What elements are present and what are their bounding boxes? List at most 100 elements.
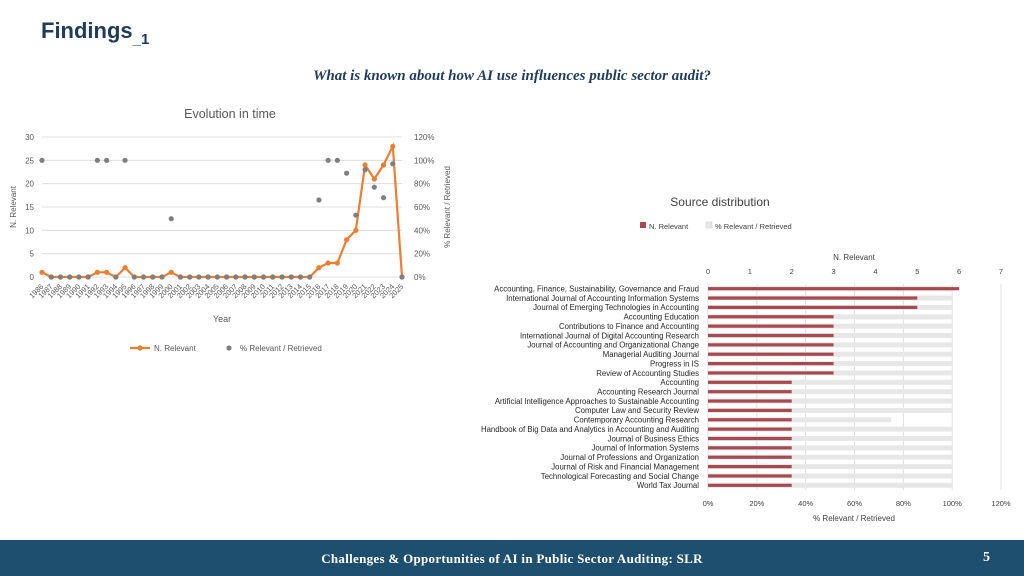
chart1-pct-point bbox=[85, 274, 91, 280]
chart1-pct-point bbox=[325, 157, 331, 163]
chart1-relevant-point bbox=[353, 227, 359, 233]
chart2-legend-pct: % Relevant / Retrieved bbox=[715, 222, 792, 231]
chart1-pct-point bbox=[131, 274, 137, 280]
chart1-relevant-point bbox=[104, 269, 110, 275]
chart1-y2-tick: 120% bbox=[414, 133, 434, 142]
chart2-bottom-tick: 80% bbox=[896, 499, 911, 508]
research-question: What is known about how AI use influence… bbox=[313, 68, 711, 84]
chart1-pct-point bbox=[187, 274, 193, 280]
chart1-x-axis-label: Year bbox=[213, 314, 231, 324]
chart1-legend-line-marker bbox=[137, 345, 143, 351]
chart2-category-label: Journal of Information Systems bbox=[592, 444, 700, 453]
chart2-relevant-bar bbox=[708, 343, 834, 347]
footer-bar: Challenges & Opportunities of AI in Publ… bbox=[0, 540, 1024, 576]
chart1-pct-point bbox=[371, 184, 377, 190]
chart2-pct-bar bbox=[708, 417, 892, 423]
chart1-relevant-point bbox=[371, 176, 377, 182]
chart1-y-tick: 10 bbox=[25, 226, 34, 235]
chart2-pct-bar bbox=[708, 379, 953, 385]
chart1-pct-point bbox=[113, 274, 119, 280]
chart2-bottom-tick: 60% bbox=[847, 499, 862, 508]
chart1-pct-point bbox=[196, 274, 202, 280]
chart1-pct-point bbox=[279, 274, 285, 280]
chart1-pct-point bbox=[150, 274, 156, 280]
chart2-category-label: Journal of Business Ethics bbox=[608, 434, 700, 443]
chart2-title: Source distribution bbox=[670, 195, 769, 209]
chart2-relevant-bar bbox=[708, 287, 960, 291]
chart2-category-label: Contemporary Accounting Research bbox=[574, 416, 699, 425]
chart2-category-label: Accounting bbox=[660, 378, 699, 387]
chart1-y2-tick: 100% bbox=[414, 156, 434, 165]
chart1-pct-point bbox=[362, 167, 368, 173]
chart1-pct-point bbox=[39, 157, 45, 163]
chart1-pct-point bbox=[260, 274, 267, 280]
chart1-pct-point bbox=[122, 157, 128, 163]
chart2-bottom-tick: 0% bbox=[703, 499, 714, 508]
chart2-category-label: Accounting Research Journal bbox=[597, 387, 699, 396]
chart1-relevant-point bbox=[94, 269, 100, 275]
chart1-relevant-point bbox=[390, 143, 396, 149]
chart1-pct-point bbox=[390, 161, 396, 167]
chart2-top-tick: 7 bbox=[999, 267, 1003, 276]
footer-title: Challenges & Opportunities of AI in Publ… bbox=[321, 551, 703, 566]
chart2-top-tick: 5 bbox=[915, 267, 919, 276]
chart2-pct-bar bbox=[708, 445, 953, 451]
chart1-title: Evolution in time bbox=[184, 107, 276, 121]
chart2-category-label: Artificial Intelligence Approaches to Su… bbox=[495, 397, 699, 406]
chart2-relevant-bar bbox=[708, 464, 792, 469]
chart1-pct-point bbox=[205, 274, 211, 280]
chart1-pct-point bbox=[233, 274, 239, 280]
chart2-category-label: Handbook of Big Data and Analytics in Ac… bbox=[481, 425, 699, 434]
chart1-pct-point bbox=[307, 274, 313, 280]
chart1-pct-point bbox=[344, 170, 350, 176]
evolution-chart: Evolution in time 0 5 10 15 20 25 30 0% 20% 40% 60%… bbox=[9, 107, 452, 353]
chart1-legend-pct: % Relevant / Retrieved bbox=[240, 344, 322, 353]
chart1-y2-axis-label: % Relevant / Retrieved bbox=[443, 166, 452, 248]
chart1-y-tick: 0 bbox=[30, 273, 35, 282]
chart1-pct-point bbox=[270, 274, 276, 280]
chart2-pct-bar bbox=[708, 389, 953, 395]
chart1-y-tick: 20 bbox=[25, 180, 34, 189]
page-number: 5 bbox=[983, 550, 990, 565]
chart1-pct-point bbox=[168, 216, 174, 222]
chart1-y2-tick: 40% bbox=[414, 226, 430, 235]
chart2-relevant-bar bbox=[708, 408, 792, 413]
chart1-pct-point bbox=[94, 157, 100, 163]
chart1-pct-point bbox=[288, 274, 294, 280]
chart2-category-label: World Tax Journal bbox=[637, 481, 699, 490]
chart2-top-axis-label: N. Relevant bbox=[833, 253, 876, 262]
chart1-relevant-point bbox=[39, 269, 45, 275]
chart1-pct-point bbox=[67, 274, 73, 280]
chart2-pct-bar bbox=[708, 436, 953, 441]
chart1-relevant-point bbox=[380, 162, 387, 168]
chart2-category-label: Journal of Accounting and Organizational… bbox=[527, 341, 699, 350]
chart1-pct-point bbox=[334, 157, 340, 163]
chart2-category-label: Progress in IS bbox=[650, 359, 699, 368]
chart1-y-axis-label: N. Relevant bbox=[9, 185, 18, 228]
chart2-relevant-bar bbox=[708, 436, 792, 441]
chart2-top-tick: 0 bbox=[706, 267, 710, 276]
chart1-y2-tick: 0% bbox=[414, 273, 426, 282]
chart2-pct-bar bbox=[708, 454, 953, 460]
chart1-legend-relevant: N. Relevant bbox=[154, 344, 197, 353]
chart2-relevant-bar bbox=[708, 352, 834, 356]
chart2-relevant-bar bbox=[708, 390, 792, 394]
chart1-pct-point bbox=[214, 274, 220, 280]
chart2-category-label: International Journal of Accounting Info… bbox=[506, 294, 699, 303]
chart1-pct-point bbox=[48, 274, 54, 280]
slide-title: Findings_1 bbox=[41, 18, 149, 48]
chart2-bottom-tick: 100% bbox=[943, 499, 963, 508]
chart1-y-tick: 30 bbox=[25, 133, 34, 142]
chart2-legend-relevant-swatch bbox=[640, 222, 646, 228]
chart2-category-label: Accounting Education bbox=[624, 313, 699, 322]
chart1-relevant-point bbox=[316, 265, 322, 271]
chart2-relevant-bar bbox=[708, 399, 792, 403]
chart2-relevant-bar bbox=[708, 305, 918, 310]
chart1-relevant-point bbox=[344, 237, 350, 243]
chart2-top-tick: 2 bbox=[790, 267, 794, 276]
chart1-y2-tick: 20% bbox=[414, 250, 430, 259]
chart2-legend-pct-swatch bbox=[705, 221, 713, 229]
chart2-pct-bar bbox=[708, 482, 953, 488]
chart2-pct-bar bbox=[708, 464, 953, 470]
chart1-pct-point bbox=[297, 274, 304, 280]
